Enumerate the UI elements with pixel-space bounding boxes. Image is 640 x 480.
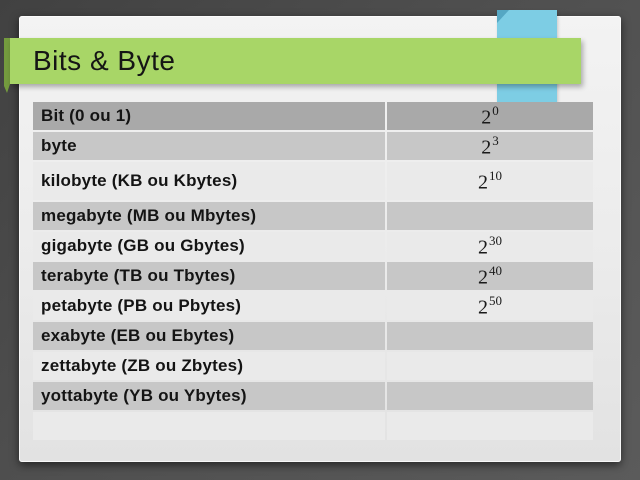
table-row: zettabyte (ZB ou Zbytes) (33, 352, 593, 380)
power-of-two-value: 20 (481, 102, 499, 129)
units-table: Bit (0 ou 1) 20 byte 23 kilobyte (KB ou … (33, 102, 593, 442)
table-row: megabyte (MB ou Mbytes) (33, 202, 593, 230)
unit-label-cell: zettabyte (ZB ou Zbytes) (33, 352, 385, 380)
power-base: 2 (478, 236, 488, 259)
power-exponent: 40 (489, 262, 502, 278)
tape-fold-icon (497, 10, 509, 23)
unit-label-cell: gigabyte (GB ou Gbytes) (33, 232, 385, 260)
unit-label: gigabyte (GB ou Gbytes) (41, 236, 245, 255)
table-row: exabyte (EB ou Ebytes) (33, 322, 593, 350)
power-value-cell: 210 (387, 162, 593, 200)
power-value-cell (387, 202, 593, 230)
unit-label: byte (41, 136, 77, 155)
power-exponent: 10 (489, 167, 502, 183)
power-value-cell (387, 412, 593, 440)
power-base: 2 (481, 106, 492, 129)
banner-fold-icon (4, 38, 10, 93)
unit-label-cell: Bit (0 ou 1) (33, 102, 385, 130)
power-base: 2 (481, 136, 492, 159)
power-of-two-value: 210 (478, 167, 502, 194)
table-row (33, 412, 593, 440)
table-row: yottabyte (YB ou Ybytes) (33, 382, 593, 410)
unit-label-cell (33, 412, 385, 440)
power-base: 2 (478, 171, 488, 194)
unit-label: zettabyte (ZB ou Zbytes) (41, 356, 244, 375)
unit-label: exabyte (EB ou Ebytes) (41, 326, 235, 345)
power-base: 2 (478, 296, 488, 319)
power-of-two-value: 240 (478, 262, 502, 289)
power-of-two-value (490, 325, 491, 348)
unit-label-cell: terabyte (TB ou Tbytes) (33, 262, 385, 290)
title-banner: Bits & Byte (10, 38, 581, 84)
unit-label: Bit (0 ou 1) (41, 106, 132, 125)
unit-label: yottabyte (YB ou Ybytes) (41, 386, 247, 405)
power-of-two-value (490, 205, 491, 228)
power-of-two-value: 250 (478, 292, 502, 319)
table-row: kilobyte (KB ou Kbytes) 210 (33, 162, 593, 200)
table-row: byte 23 (33, 132, 593, 160)
power-value-cell: 240 (387, 262, 593, 290)
table-row: gigabyte (GB ou Gbytes) 230 (33, 232, 593, 260)
power-value-cell (387, 382, 593, 410)
unit-label-cell: yottabyte (YB ou Ybytes) (33, 382, 385, 410)
page-title: Bits & Byte (33, 45, 176, 76)
power-value-cell: 230 (387, 232, 593, 260)
unit-label: kilobyte (KB ou Kbytes) (41, 171, 238, 190)
unit-label: terabyte (TB ou Tbytes) (41, 266, 236, 285)
power-of-two-value: 230 (478, 232, 502, 259)
power-exponent: 50 (489, 292, 502, 308)
table-row: terabyte (TB ou Tbytes) 240 (33, 262, 593, 290)
unit-label: megabyte (MB ou Mbytes) (41, 206, 257, 225)
power-of-two-value (490, 415, 491, 438)
power-of-two-value (490, 355, 491, 378)
power-value-cell: 250 (387, 292, 593, 320)
power-of-two-value (490, 385, 491, 408)
power-value-cell: 20 (387, 102, 593, 130)
power-base: 2 (478, 266, 488, 289)
power-exponent: 30 (489, 232, 502, 248)
unit-label: petabyte (PB ou Pbytes) (41, 296, 242, 315)
power-value-cell (387, 322, 593, 350)
power-exponent: 0 (492, 102, 499, 118)
table-row: Bit (0 ou 1) 20 (33, 102, 593, 130)
unit-label-cell: petabyte (PB ou Pbytes) (33, 292, 385, 320)
power-of-two-value: 23 (481, 132, 499, 159)
table-row: petabyte (PB ou Pbytes) 250 (33, 292, 593, 320)
power-value-cell: 23 (387, 132, 593, 160)
unit-label-cell: exabyte (EB ou Ebytes) (33, 322, 385, 350)
unit-label-cell: byte (33, 132, 385, 160)
unit-label-cell: kilobyte (KB ou Kbytes) (33, 162, 385, 200)
power-value-cell (387, 352, 593, 380)
power-exponent: 3 (492, 132, 499, 148)
unit-label-cell: megabyte (MB ou Mbytes) (33, 202, 385, 230)
